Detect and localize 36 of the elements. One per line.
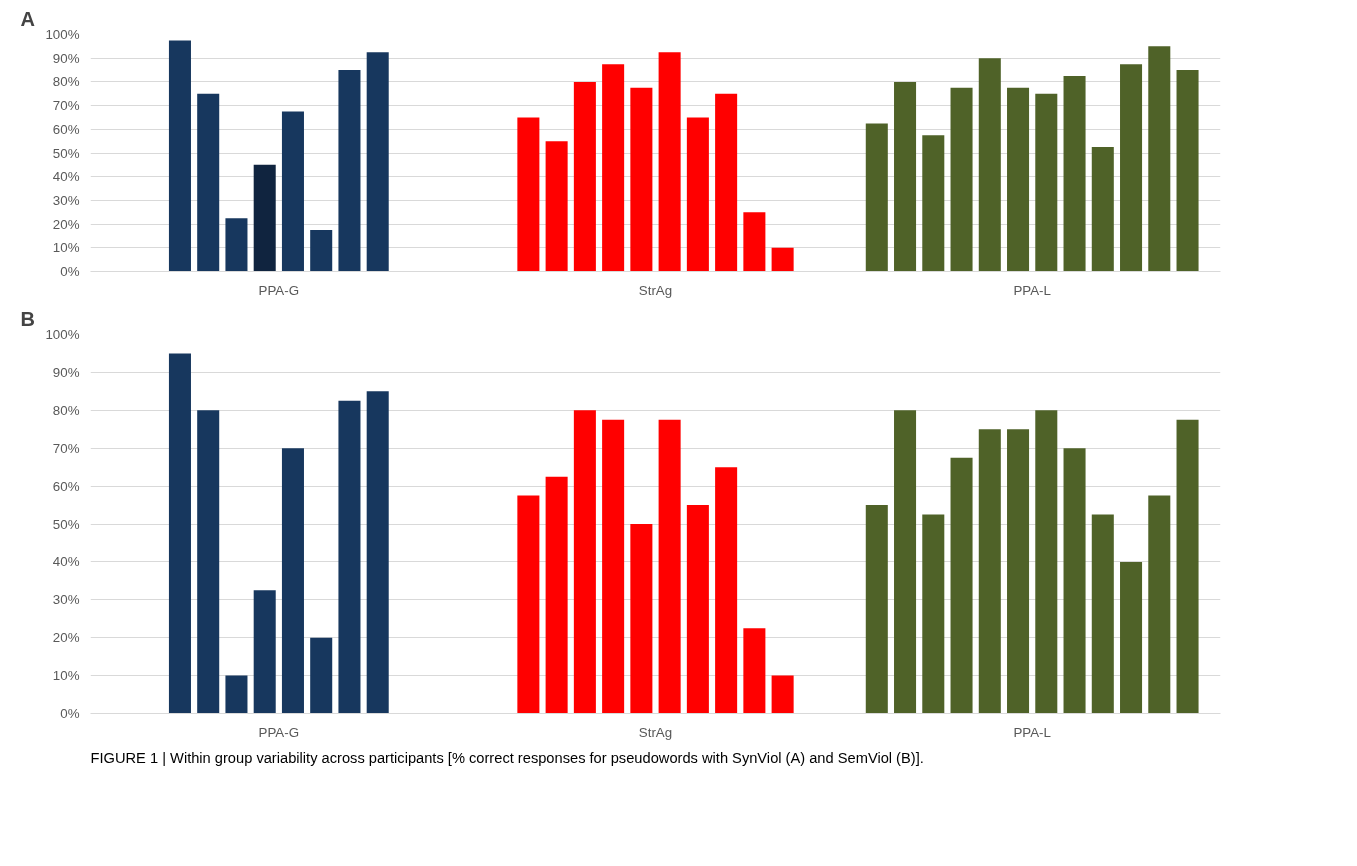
x-tick-label: PPA-L xyxy=(1013,724,1051,740)
y-tick-label: 60% xyxy=(52,478,80,494)
y-tick-label: 60% xyxy=(52,121,80,137)
y-tick-label: 70% xyxy=(52,440,80,456)
y-tick-label: 10% xyxy=(52,240,80,256)
y-tick-label: 100% xyxy=(45,327,80,342)
chart-title: A xyxy=(20,7,35,30)
x-tick-label: StrAg xyxy=(638,724,673,740)
y-tick-label: 80% xyxy=(52,74,80,90)
y-tick-label: 80% xyxy=(52,402,80,418)
y-tick-label: 0% xyxy=(60,706,80,721)
y-tick-label: 90% xyxy=(52,50,80,66)
bar xyxy=(1148,46,1171,272)
y-tick-label: 100% xyxy=(45,27,80,42)
y-tick-label: 40% xyxy=(52,169,80,185)
x-tick-label: StrAg xyxy=(638,282,673,298)
y-tick-label: 70% xyxy=(52,98,80,114)
bar xyxy=(1176,70,1199,272)
y-tick-label: 50% xyxy=(52,516,80,532)
bar xyxy=(1148,495,1171,714)
x-tick-label: PPA-L xyxy=(1013,282,1051,298)
y-tick-label: 30% xyxy=(52,192,80,208)
bar xyxy=(1176,419,1199,714)
x-tick-label: PPA-G xyxy=(258,282,300,298)
y-tick-label: 10% xyxy=(52,668,80,684)
y-tick-label: 20% xyxy=(52,630,80,646)
bar xyxy=(253,164,276,272)
y-tick-label: 20% xyxy=(52,216,80,232)
chart-title: B xyxy=(20,307,35,330)
x-tick-label: PPA-G xyxy=(258,724,300,740)
y-tick-label: 50% xyxy=(52,145,80,161)
caption: FIGURE 1 | Within group variability across participants [% correct responses for pseudowords with SynViol (A) and SemViol (B)]. xyxy=(90,749,924,766)
y-tick-label: 40% xyxy=(52,554,80,570)
y-tick-label: 30% xyxy=(52,592,80,608)
y-tick-label: 90% xyxy=(52,364,80,380)
y-tick-label: 0% xyxy=(60,264,80,279)
